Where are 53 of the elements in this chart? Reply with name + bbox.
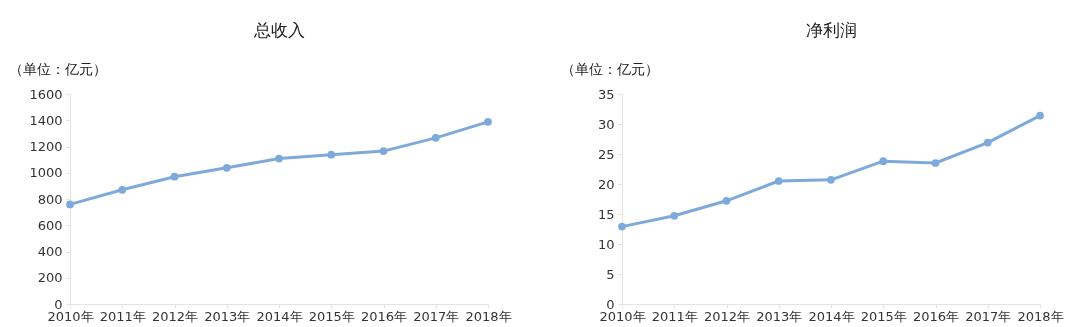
- point: [618, 222, 626, 231]
- y-tick-label: 600: [37, 217, 63, 233]
- x-tick-label: 2016年: [912, 308, 960, 324]
- y-tick-label: 400: [37, 244, 63, 259]
- y-tick-label: 35: [597, 86, 615, 102]
- x-tick-label: 2017年: [965, 308, 1012, 324]
- y-tick-label: 800: [37, 191, 63, 207]
- point: [722, 196, 731, 205]
- x-tick-label: 2011年: [99, 308, 146, 324]
- y-tick-label: 5: [606, 266, 615, 282]
- y-tick-label: 1000: [29, 165, 63, 181]
- y-tick-label: 20: [597, 176, 615, 192]
- y-axis-title: （单位：亿元）: [8, 60, 107, 77]
- point: [118, 185, 127, 194]
- y-axis-title: （单位：亿元）: [560, 60, 659, 77]
- y-tick-label: 1600: [29, 86, 63, 102]
- x-tick-label: 2015年: [860, 308, 907, 324]
- y-tick-label: 1200: [29, 139, 63, 154]
- x-tick-label: 2015年: [308, 308, 355, 324]
- y-tick-label: 15: [597, 206, 615, 222]
- point: [379, 147, 388, 155]
- point: [431, 133, 440, 142]
- x-tick-label: 2014年: [808, 308, 855, 324]
- point: [983, 138, 992, 147]
- y-tick-label: 1400: [29, 112, 63, 128]
- y-tick-label: 200: [37, 270, 63, 286]
- y-tick-label: 10: [597, 236, 615, 252]
- point: [931, 159, 940, 167]
- point: [484, 117, 492, 126]
- point: [670, 211, 679, 220]
- chart-title: 总收入: [252, 20, 305, 40]
- x-tick-label: 2017年: [413, 308, 460, 324]
- x-tick-label: 2013年: [756, 308, 803, 324]
- x-tick-label: 2018年: [1017, 308, 1064, 324]
- point: [66, 200, 74, 209]
- x-tick-label: 2018年: [465, 308, 512, 324]
- point: [1036, 111, 1044, 120]
- point: [327, 150, 336, 159]
- x-tick-label: 2011年: [651, 308, 698, 324]
- point: [222, 163, 231, 172]
- x-tick-label: 2013年: [204, 308, 251, 324]
- point: [170, 172, 179, 181]
- x-tick-label: 2014年: [256, 308, 303, 324]
- point: [275, 154, 283, 163]
- point: [774, 177, 783, 185]
- x-tick-label: 2012年: [151, 308, 199, 324]
- point: [879, 157, 888, 166]
- y-tick-label: 30: [597, 116, 615, 132]
- point: [827, 175, 835, 184]
- chart-title: 净利润: [805, 20, 857, 40]
- x-tick-label: 2016年: [360, 308, 408, 324]
- y-tick-label: 25: [597, 146, 615, 162]
- x-tick-label: 2012年: [703, 308, 751, 324]
